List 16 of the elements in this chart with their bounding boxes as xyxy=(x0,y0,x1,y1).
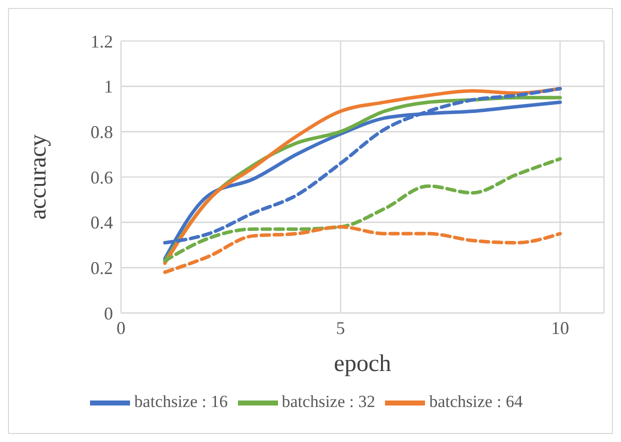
x-tick-label: 5 xyxy=(336,318,346,338)
x-tick-label: 10 xyxy=(551,318,570,338)
y-tick-label: 0.6 xyxy=(90,167,113,188)
legend-label: batchsize : 32 xyxy=(282,392,376,411)
y-axis-title: accuracy xyxy=(26,134,52,220)
legend-label: batchsize : 64 xyxy=(429,392,523,411)
y-tick-label: 0.4 xyxy=(90,212,113,233)
y-tick-label: 1.2 xyxy=(90,31,113,52)
y-tick-label: 0.8 xyxy=(90,122,113,142)
legend-label: batchsize : 16 xyxy=(134,392,228,411)
x-tick-label: 0 xyxy=(116,318,126,338)
y-tick-label: 0.2 xyxy=(90,258,113,278)
line-series xyxy=(163,225,562,274)
x-axis-title: epoch xyxy=(334,351,392,377)
y-tick-label: 0 xyxy=(104,303,113,324)
y-tick-label: 1 xyxy=(104,76,113,97)
